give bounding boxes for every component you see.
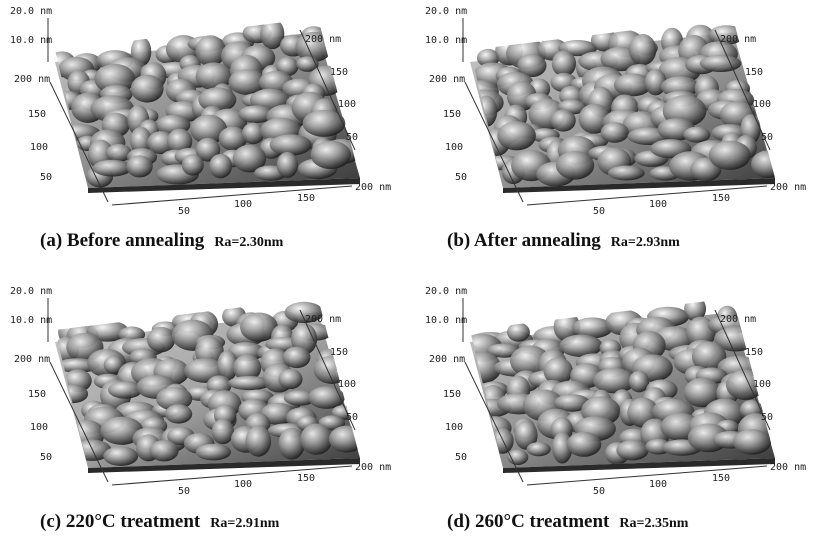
z-axis-max-label: 20.0 nm [425, 6, 467, 17]
x-axis-tick-50: 50 [593, 206, 605, 217]
afm-panel-b: 20.0 nm 10.0 nm 200 nm 150 100 50 50 100 150 200 … [415, 0, 815, 270]
back-axis-tick-100: 100 [338, 99, 356, 110]
back-axis-tick-150: 150 [330, 347, 348, 358]
back-axis-tick-100: 100 [338, 379, 356, 390]
z-axis-mid-label: 10.0 nm [10, 35, 52, 46]
panel-c-title: (c) 220°C treatment [40, 511, 201, 532]
back-axis-tick-150: 150 [745, 347, 763, 358]
y-axis-tick-100: 100 [445, 422, 463, 433]
z-axis-mid-label: 10.0 nm [425, 315, 467, 326]
x-axis-tick-50: 50 [178, 206, 190, 217]
panel-b-title: (b) After annealing [447, 230, 601, 251]
x-axis-tick-150: 150 [712, 473, 730, 484]
x-axis-max-label: 200 nm [355, 462, 391, 473]
x-axis-max-label: 200 nm [770, 462, 806, 473]
back-axis-max-label: 200 nm [305, 34, 341, 45]
afm-surface-plot-c: 20.0 nm 10.0 nm 200 nm 150 100 50 50 100 150 200 … [10, 286, 391, 497]
back-axis-max-label: 200 nm [305, 314, 341, 325]
x-axis-tick-150: 150 [297, 473, 315, 484]
back-axis-tick-50: 50 [346, 132, 358, 143]
x-axis-tick-100: 100 [234, 199, 252, 210]
back-axis-max-label: 200 nm [720, 34, 756, 45]
y-axis-tick-50: 50 [455, 452, 467, 463]
panel-b-ra: Ra=2.93nm [610, 235, 680, 250]
x-axis-tick-150: 150 [297, 193, 315, 204]
afm-surface-plot-d: 20.0 nm 10.0 nm 200 nm 150 100 50 50 100 150 200 … [425, 286, 806, 497]
y-axis-tick-50: 50 [40, 452, 52, 463]
y-axis-tick-150: 150 [28, 389, 46, 400]
panel-a-caption: (a) Before annealing Ra=2.30nm [40, 230, 283, 252]
afm-panel-a: 20.0 nm 10.0 nm 200 nm 150 100 50 50 100 150 200 … [0, 0, 400, 270]
afm-panel-d: 20.0 nm 10.0 nm 200 nm 150 100 50 50 100 150 200 … [415, 280, 815, 550]
back-axis-tick-50: 50 [761, 412, 773, 423]
x-axis-max-label: 200 nm [355, 182, 391, 193]
y-axis-tick-100: 100 [30, 142, 48, 153]
y-axis-tick-150: 150 [443, 389, 461, 400]
panel-d-caption: (d) 260°C treatment Ra=2.35nm [447, 511, 688, 533]
back-axis-tick-150: 150 [330, 67, 348, 78]
x-axis-tick-100: 100 [649, 199, 667, 210]
afm-surface-plot-b: 20.0 nm 10.0 nm 200 nm 150 100 50 50 100 150 200 … [425, 6, 806, 217]
surface-bumps [470, 24, 775, 187]
y-axis-tick-50: 50 [455, 172, 467, 183]
back-axis-tick-50: 50 [761, 132, 773, 143]
surface-bumps [55, 18, 360, 188]
x-axis-tick-50: 50 [593, 486, 605, 497]
back-axis-tick-100: 100 [753, 379, 771, 390]
y-axis-max-label: 200 nm [429, 74, 465, 85]
z-axis-max-label: 20.0 nm [10, 6, 52, 17]
x-axis-tick-50: 50 [178, 486, 190, 497]
panel-d-ra: Ra=2.35nm [619, 516, 689, 531]
back-axis-tick-50: 50 [346, 412, 358, 423]
z-axis-mid-label: 10.0 nm [425, 35, 467, 46]
panel-d-title: (d) 260°C treatment [447, 511, 610, 532]
afm-surface-plot-a: 20.0 nm 10.0 nm 200 nm 150 100 50 50 100 150 200 … [10, 6, 391, 217]
panel-a-ra: Ra=2.30nm [214, 235, 284, 250]
y-axis-max-label: 200 nm [14, 74, 50, 85]
z-axis-max-label: 20.0 nm [10, 286, 52, 297]
x-axis-tick-150: 150 [712, 193, 730, 204]
back-axis-tick-150: 150 [745, 67, 763, 78]
back-axis-tick-100: 100 [753, 99, 771, 110]
y-axis-tick-100: 100 [30, 422, 48, 433]
y-axis-tick-100: 100 [445, 142, 463, 153]
back-axis-max-label: 200 nm [720, 314, 756, 325]
y-axis-max-label: 200 nm [14, 354, 50, 365]
panel-b-caption: (b) After annealing Ra=2.93nm [447, 230, 680, 252]
panel-c-caption: (c) 220°C treatment Ra=2.91nm [40, 511, 279, 533]
y-axis-tick-150: 150 [28, 109, 46, 120]
panel-c-ra: Ra=2.91nm [210, 516, 280, 531]
x-axis-tick-100: 100 [649, 479, 667, 490]
panel-a-title: (a) Before annealing [40, 230, 205, 251]
y-axis-tick-150: 150 [443, 109, 461, 120]
x-axis-max-label: 200 nm [770, 182, 806, 193]
surface-bumps [55, 301, 360, 466]
z-axis-max-label: 20.0 nm [425, 286, 467, 297]
y-axis-max-label: 200 nm [429, 354, 465, 365]
afm-panel-c: 20.0 nm 10.0 nm 200 nm 150 100 50 50 100 150 200 … [0, 280, 400, 550]
z-axis-mid-label: 10.0 nm [10, 315, 52, 326]
y-axis-tick-50: 50 [40, 172, 52, 183]
x-axis-tick-100: 100 [234, 479, 252, 490]
